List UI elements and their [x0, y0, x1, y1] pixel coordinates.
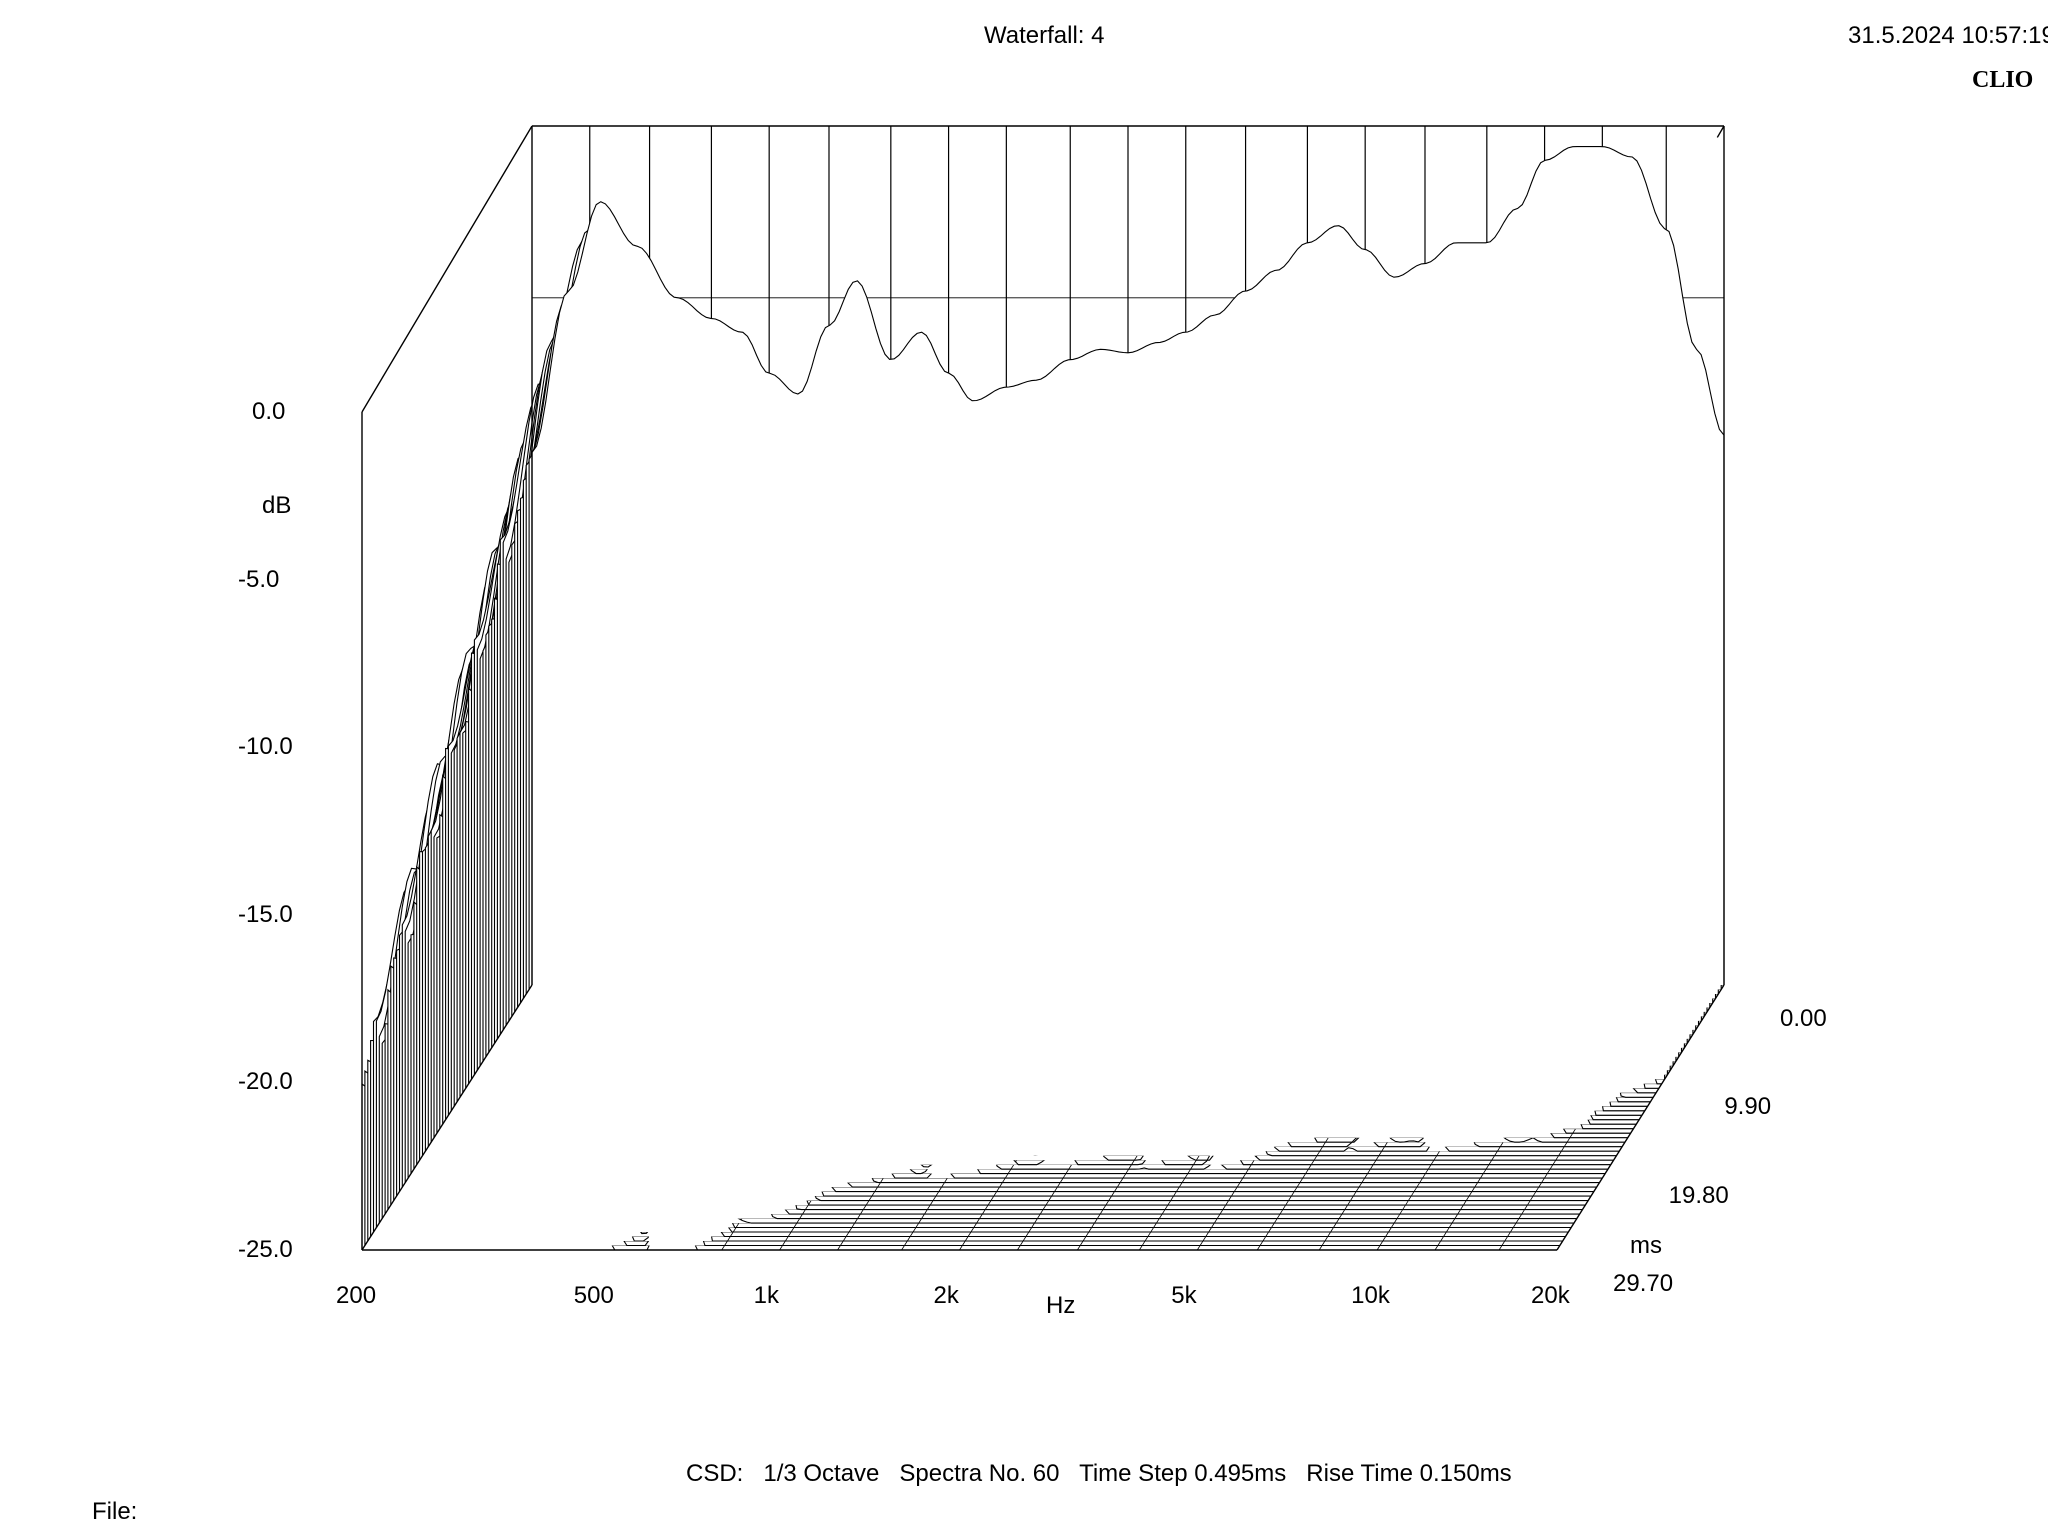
z-tick-label: 9.90: [1724, 1093, 1772, 1121]
y-tick-label: -25.0: [238, 1236, 293, 1263]
frame-edge: [361, 125, 533, 413]
x-tick-label: 200: [336, 1282, 377, 1309]
y-tick-label: -5.0: [238, 565, 280, 593]
frame-edge: [1556, 984, 1725, 1251]
y-axis-title: dB: [262, 492, 292, 519]
chart-title: Waterfall: 4: [984, 22, 1105, 49]
x-tick-label: 2k: [933, 1282, 959, 1309]
y-tick-label: -20.0: [238, 1068, 293, 1096]
y-tick-label: -10.0: [238, 733, 293, 761]
x-tick-label: 10k: [1351, 1282, 1390, 1309]
y-tick-label: -15.0: [238, 900, 293, 928]
x-tick-label: 500: [573, 1282, 614, 1309]
x-tick-label: 5k: [1171, 1282, 1197, 1309]
frame-edge: [1716, 125, 1725, 138]
timestamp: 31.5.2024 10:57:19: [1848, 22, 2048, 49]
x-axis-title: Hz: [1046, 1292, 1076, 1319]
measurement-settings: CSD: 1/3 Octave Spectra No. 60 Time Step…: [686, 1460, 1512, 1487]
frame-edge: [361, 984, 533, 1251]
brand-logo: CLIO: [1972, 67, 2034, 93]
spectrum-curve: [531, 146, 1725, 985]
z-axis-title: ms: [1630, 1232, 1662, 1259]
x-tick-label: 20k: [1531, 1282, 1570, 1309]
file-label: File:: [92, 1498, 138, 1525]
x-tick-label: 1k: [753, 1282, 779, 1309]
y-tick-label: 0.0: [252, 398, 286, 425]
plot-frame: [361, 125, 1725, 1251]
z-tick-label: 0.00: [1780, 1005, 1827, 1032]
z-tick-label: 19.80: [1668, 1181, 1729, 1209]
spectra-curves: [361, 146, 1725, 1251]
z-tick-label: 29.70: [1613, 1270, 1674, 1297]
